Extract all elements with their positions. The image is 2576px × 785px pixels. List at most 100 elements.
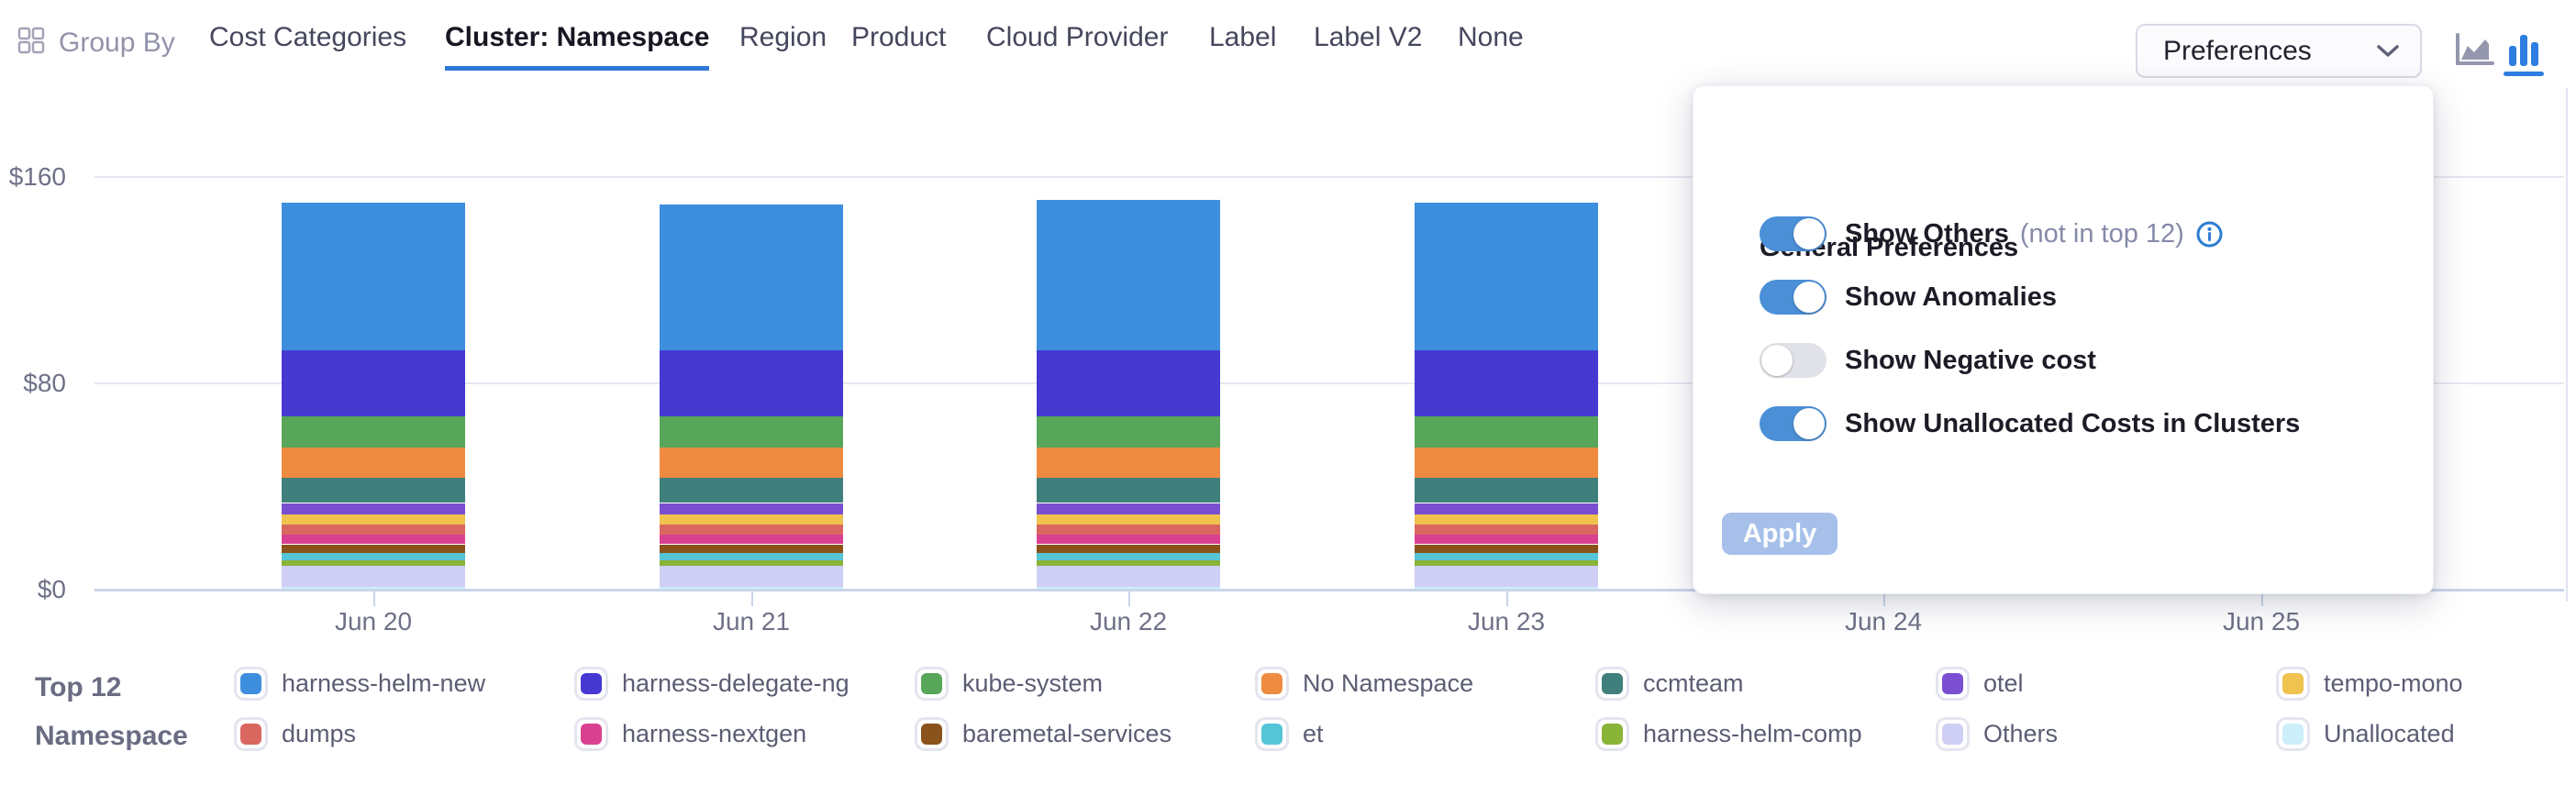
tab-label-v2[interactable]: Label V2: [1314, 22, 1423, 52]
toggle-show-unallocated-costs-in-clusters[interactable]: [1760, 406, 1827, 441]
bar-segment-baremetal-services[interactable]: [1415, 544, 1598, 553]
bar-segment-others[interactable]: [660, 565, 843, 587]
bar-segment-no-namespace[interactable]: [1037, 448, 1220, 479]
bar-segment-harness-delegate-ng[interactable]: [1037, 350, 1220, 416]
bar-segment-harness-helm-new[interactable]: [282, 203, 465, 350]
area-chart-icon[interactable]: [2454, 33, 2494, 72]
legend-label-harness-helm-new[interactable]: harness-helm-new: [282, 669, 486, 697]
bar-segment-harness-nextgen[interactable]: [282, 535, 465, 545]
bar-segment-otel[interactable]: [1415, 503, 1598, 514]
bar-segment-dumps[interactable]: [282, 524, 465, 536]
bar-segment-dumps[interactable]: [1037, 524, 1220, 536]
bar-segment-harness-helm-comp[interactable]: [1037, 559, 1220, 566]
bar-segment-harness-helm-comp[interactable]: [282, 559, 465, 566]
legend-chip-et[interactable]: [1255, 717, 1289, 751]
bar-segment-otel[interactable]: [282, 503, 465, 514]
apply-button[interactable]: Apply: [1722, 513, 1838, 555]
tab-none[interactable]: None: [1458, 22, 1524, 52]
legend-label-harness-nextgen[interactable]: harness-nextgen: [622, 720, 807, 747]
bar-segment-harness-helm-comp[interactable]: [1415, 559, 1598, 566]
legend-label-harness-helm-comp[interactable]: harness-helm-comp: [1643, 720, 1862, 747]
bar-segment-harness-helm-comp[interactable]: [660, 559, 843, 566]
bar-segment-harness-nextgen[interactable]: [1037, 535, 1220, 545]
tab-region[interactable]: Region: [739, 22, 827, 52]
bar-segment-no-namespace[interactable]: [282, 448, 465, 479]
bar-segment-tempo-mono[interactable]: [1415, 514, 1598, 525]
bar-segment-baremetal-services[interactable]: [1037, 544, 1220, 553]
bar-segment-otel[interactable]: [1037, 503, 1220, 514]
legend-label-otel[interactable]: otel: [1983, 669, 2024, 697]
legend-label-dumps[interactable]: dumps: [282, 720, 357, 747]
bar-segment-harness-nextgen[interactable]: [660, 535, 843, 545]
toggle-show-others[interactable]: [1760, 216, 1827, 251]
bar-segment-dumps[interactable]: [1415, 524, 1598, 536]
legend-chip-ccmteam[interactable]: [1595, 667, 1629, 701]
bar-segment-ccmteam[interactable]: [1415, 478, 1598, 503]
tab-cloud-provider[interactable]: Cloud Provider: [986, 22, 1169, 52]
tab-cluster-namespace[interactable]: Cluster: Namespace: [445, 22, 710, 71]
bar-segment-ccmteam[interactable]: [282, 478, 465, 503]
bar-segment-others[interactable]: [282, 565, 465, 587]
legend-chip-baremetal-services[interactable]: [915, 717, 949, 751]
legend-label-harness-delegate-ng[interactable]: harness-delegate-ng: [622, 669, 849, 697]
bar-segment-baremetal-services[interactable]: [282, 544, 465, 553]
bar-segment-kube-system[interactable]: [1415, 416, 1598, 448]
bar-segment-tempo-mono[interactable]: [660, 514, 843, 525]
bar-segment-dumps[interactable]: [660, 524, 843, 536]
legend-chip-no-namespace[interactable]: [1255, 667, 1289, 701]
legend-label-unallocated[interactable]: Unallocated: [2324, 720, 2455, 747]
bar-segment-unallocated[interactable]: [282, 586, 465, 590]
legend-chip-harness-helm-new[interactable]: [234, 667, 268, 701]
bar-segment-harness-nextgen[interactable]: [1415, 535, 1598, 545]
bar-segment-kube-system[interactable]: [660, 416, 843, 448]
bar-segment-others[interactable]: [1415, 565, 1598, 587]
legend-label-et[interactable]: et: [1303, 720, 1324, 747]
bar-segment-harness-helm-new[interactable]: [1415, 203, 1598, 350]
legend-label-ccmteam[interactable]: ccmteam: [1643, 669, 1744, 697]
bar-segment-kube-system[interactable]: [1037, 416, 1220, 448]
bar-segment-tempo-mono[interactable]: [1037, 514, 1220, 525]
legend-chip-harness-nextgen[interactable]: [574, 717, 608, 751]
bar-segment-unallocated[interactable]: [1415, 586, 1598, 590]
bar-segment-tempo-mono[interactable]: [282, 514, 465, 525]
legend-chip-harness-helm-comp[interactable]: [1595, 717, 1629, 751]
bar-segment-harness-helm-new[interactable]: [660, 205, 843, 350]
bar-segment-unallocated[interactable]: [1037, 586, 1220, 590]
toggle-show-anomalies[interactable]: [1760, 280, 1827, 315]
bar-segment-harness-delegate-ng[interactable]: [282, 350, 465, 416]
preferences-dropdown-button[interactable]: Preferences: [2136, 24, 2422, 78]
bar-segment-et[interactable]: [660, 552, 843, 560]
legend-label-baremetal-services[interactable]: baremetal-services: [962, 720, 1172, 747]
legend-label-kube-system[interactable]: kube-system: [962, 669, 1104, 697]
bar-segment-no-namespace[interactable]: [1415, 448, 1598, 479]
bar-segment-kube-system[interactable]: [282, 416, 465, 448]
legend-chip-tempo-mono[interactable]: [2276, 667, 2310, 701]
bar-segment-no-namespace[interactable]: [660, 448, 843, 479]
legend-chip-unallocated[interactable]: [2276, 717, 2310, 751]
tab-product[interactable]: Product: [851, 22, 947, 52]
bar-segment-unallocated[interactable]: [660, 586, 843, 590]
legend-chip-harness-delegate-ng[interactable]: [574, 667, 608, 701]
info-icon[interactable]: [2195, 220, 2224, 249]
bar-segment-et[interactable]: [1415, 552, 1598, 560]
legend-label-others[interactable]: Others: [1983, 720, 2059, 747]
bar-segment-harness-helm-new[interactable]: [1037, 200, 1220, 350]
bar-segment-et[interactable]: [282, 552, 465, 560]
toggle-show-negative-cost[interactable]: [1760, 343, 1827, 378]
bar-segment-others[interactable]: [1037, 565, 1220, 587]
bar-chart-icon[interactable]: [2505, 31, 2542, 72]
bar-segment-et[interactable]: [1037, 552, 1220, 560]
bar-segment-ccmteam[interactable]: [660, 478, 843, 503]
legend-chip-others[interactable]: [1936, 717, 1970, 751]
legend-chip-kube-system[interactable]: [915, 667, 949, 701]
legend-chip-otel[interactable]: [1936, 667, 1970, 701]
bar-segment-harness-delegate-ng[interactable]: [1415, 350, 1598, 416]
bar-segment-otel[interactable]: [660, 503, 843, 514]
bar-segment-baremetal-services[interactable]: [660, 544, 843, 553]
tab-label[interactable]: Label: [1209, 22, 1277, 52]
tab-cost-categories[interactable]: Cost Categories: [209, 22, 407, 52]
legend-label-no-namespace[interactable]: No Namespace: [1303, 669, 1474, 697]
bar-segment-ccmteam[interactable]: [1037, 478, 1220, 503]
bar-segment-harness-delegate-ng[interactable]: [660, 350, 843, 416]
legend-label-tempo-mono[interactable]: tempo-mono: [2324, 669, 2463, 697]
